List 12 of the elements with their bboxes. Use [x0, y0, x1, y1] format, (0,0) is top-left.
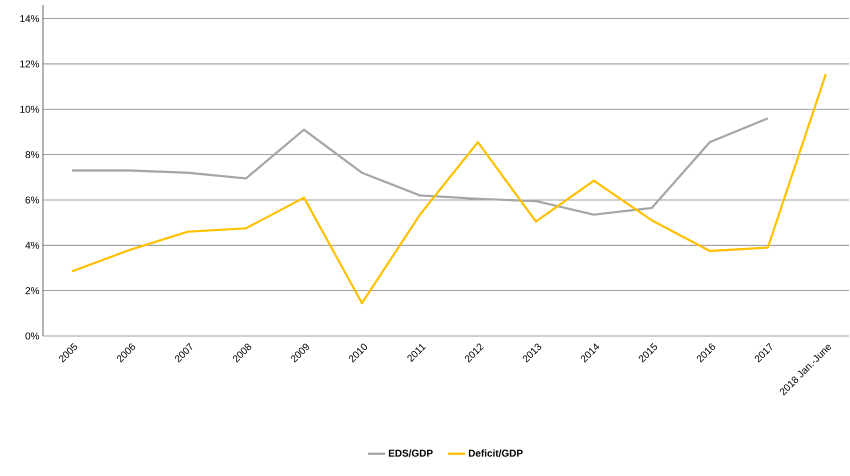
y-tick-label: 4%: [25, 242, 40, 249]
legend-label: EDS/GDP: [388, 449, 433, 457]
y-tick-label: 14%: [20, 15, 40, 22]
y-tick-label: 2%: [26, 287, 40, 294]
line-series: [70, 117, 769, 216]
y-tick-label: 0%: [25, 332, 40, 340]
y-tick-label: 6%: [26, 196, 40, 204]
line-series: [70, 73, 827, 304]
y-tick-label: 10%: [20, 106, 40, 113]
y-tick-label: 8%: [26, 151, 40, 158]
legend-label: Deficit/GDP: [468, 449, 523, 457]
y-tick-label: 12%: [20, 60, 40, 68]
